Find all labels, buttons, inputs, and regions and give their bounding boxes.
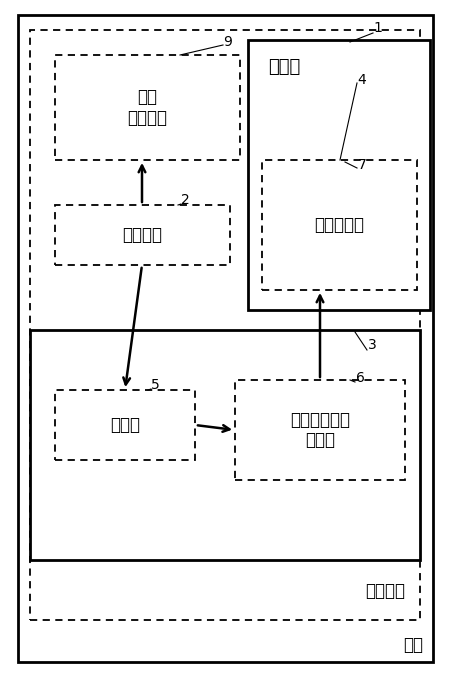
Bar — [55, 205, 230, 265]
Text: 1: 1 — [374, 21, 383, 35]
Bar — [30, 330, 420, 560]
Text: 通知装置: 通知装置 — [365, 582, 405, 600]
Bar — [30, 30, 420, 620]
Text: 6: 6 — [356, 371, 365, 385]
Text: 識別部: 識別部 — [110, 416, 140, 434]
Text: 発光部: 発光部 — [268, 58, 300, 76]
Bar — [248, 40, 430, 310]
Text: 3: 3 — [368, 338, 376, 352]
Bar — [235, 380, 405, 480]
Text: 9: 9 — [224, 35, 233, 49]
Text: 2: 2 — [180, 193, 189, 207]
Text: 車両
制御装置: 車両 制御装置 — [128, 88, 167, 127]
Text: 検知装置: 検知装置 — [123, 226, 163, 244]
Text: 発光パターン
生成部: 発光パターン 生成部 — [290, 410, 350, 450]
Text: 4: 4 — [357, 73, 366, 87]
Bar — [262, 160, 417, 290]
Bar — [55, 55, 240, 160]
Text: 5: 5 — [150, 378, 159, 392]
Text: 7: 7 — [357, 158, 366, 172]
Text: レーザ装置: レーザ装置 — [314, 216, 365, 234]
Text: 車両: 車両 — [403, 636, 423, 654]
Bar — [55, 390, 195, 460]
